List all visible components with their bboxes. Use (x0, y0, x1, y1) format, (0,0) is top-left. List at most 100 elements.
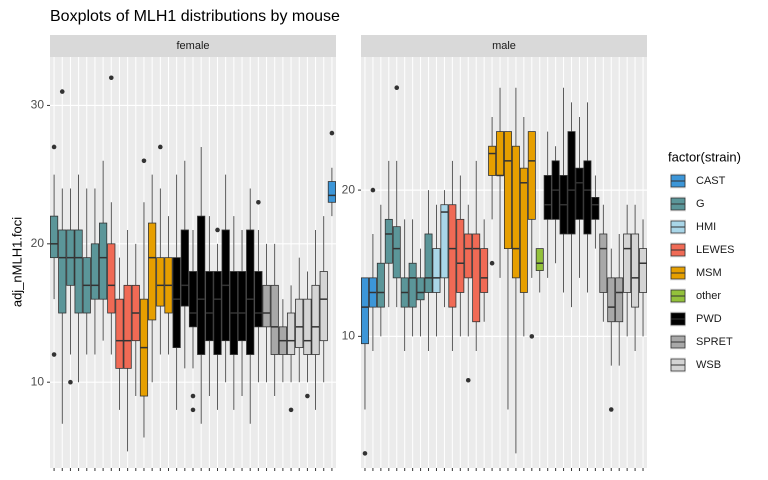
box (286, 312, 296, 355)
box (99, 222, 108, 300)
legend-label: WSB (696, 359, 721, 371)
box (543, 175, 552, 220)
box (575, 167, 584, 220)
outlier (256, 200, 261, 205)
outlier (51, 352, 57, 357)
box (480, 248, 489, 293)
outlier (59, 89, 65, 94)
box (213, 271, 222, 355)
box (295, 298, 304, 349)
outlier (190, 407, 196, 413)
box (115, 298, 124, 369)
legend-label: other (696, 290, 721, 302)
outlier (489, 260, 495, 266)
box (180, 229, 189, 307)
box (511, 145, 520, 279)
outlier (329, 130, 335, 136)
box (503, 131, 512, 250)
box (311, 284, 320, 355)
box (583, 160, 592, 235)
box (376, 262, 385, 308)
box (432, 248, 441, 293)
box (270, 284, 279, 355)
box (172, 257, 181, 349)
box (424, 233, 433, 293)
legend-label: SPRET (696, 336, 733, 348)
box (535, 248, 544, 271)
box (58, 229, 67, 314)
box (496, 131, 505, 176)
outlier (529, 334, 535, 339)
box (360, 277, 369, 345)
box (488, 145, 497, 176)
legend-label: HMI (696, 221, 716, 233)
box (384, 218, 393, 264)
box (90, 243, 100, 300)
outlier (215, 227, 220, 233)
box (148, 222, 157, 321)
box (50, 215, 59, 259)
outlier (465, 377, 471, 383)
box (456, 218, 465, 293)
box (623, 233, 632, 293)
box (527, 131, 536, 220)
box (197, 215, 206, 355)
box (639, 248, 648, 293)
box (416, 277, 425, 301)
box (519, 167, 528, 293)
box (107, 243, 116, 314)
box (440, 204, 449, 279)
box (246, 229, 255, 355)
legend-label: PWD (696, 313, 722, 325)
y-axis-label: adj_nMLH1.foci (9, 217, 24, 307)
box (472, 233, 481, 323)
box (74, 229, 83, 314)
box (567, 131, 576, 235)
outlier (362, 451, 368, 456)
box (123, 284, 132, 369)
box (156, 257, 165, 307)
outlier (141, 158, 147, 164)
outlier (108, 75, 114, 81)
box (319, 271, 328, 342)
box (591, 197, 600, 220)
box (327, 181, 336, 203)
strip (50, 35, 336, 57)
outlier (158, 144, 163, 150)
facet-label: female (176, 40, 209, 52)
outlier (190, 393, 196, 399)
box (237, 271, 247, 342)
outlier (394, 85, 400, 91)
outlier (305, 393, 310, 399)
outlier (68, 379, 73, 385)
box (599, 233, 608, 293)
box (408, 262, 417, 308)
box (607, 277, 616, 323)
outlier (608, 407, 614, 412)
outlier (51, 144, 57, 150)
y-tick-label: 20 (342, 182, 356, 196)
box (392, 226, 401, 279)
facet-label: male (492, 40, 516, 52)
y-tick-label: 10 (342, 329, 356, 343)
box (303, 298, 312, 355)
legend-label: CAST (696, 175, 726, 187)
legend-label: LEWES (696, 244, 735, 256)
box (254, 271, 263, 328)
box (631, 233, 640, 308)
legend-label: G (696, 198, 705, 210)
y-tick-label: 20 (31, 236, 45, 250)
box (448, 204, 457, 308)
outlier (370, 187, 376, 193)
box (188, 271, 198, 328)
outlier (288, 407, 294, 413)
box (464, 233, 473, 279)
legend-title: factor(strain) (668, 149, 741, 164)
y-tick-label: 30 (31, 98, 45, 112)
box (262, 284, 271, 328)
y-tick-label: 10 (31, 374, 45, 388)
chart-title: Boxplots of MLH1 distributions by mouse (50, 8, 340, 25)
box (205, 271, 214, 342)
box (615, 277, 624, 323)
